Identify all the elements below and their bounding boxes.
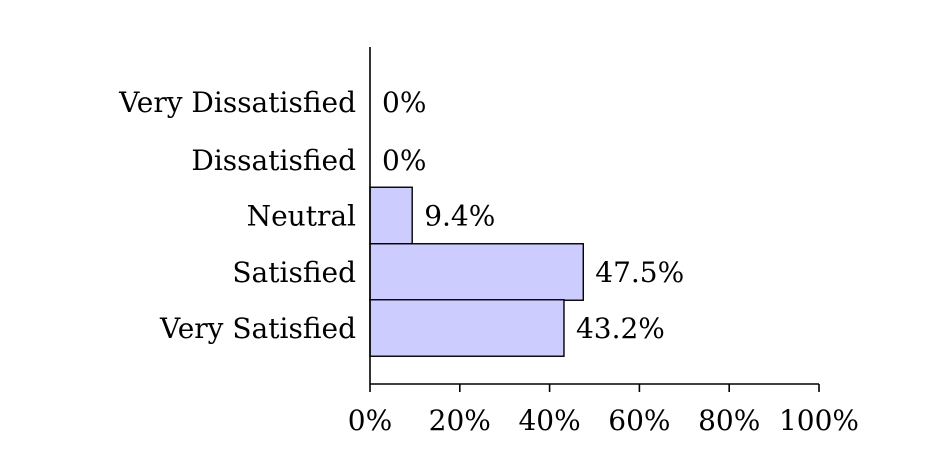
- category-label-3: Satisfied: [232, 256, 356, 289]
- value-label-3: 47.5%: [595, 256, 684, 289]
- bars-group: [369, 186, 584, 357]
- value-label-1: 0%: [382, 144, 426, 177]
- value-label-2: 9.4%: [424, 200, 495, 233]
- x-tick-label-3: 60%: [608, 404, 670, 437]
- x-tick-label-5: 100%: [779, 404, 859, 437]
- x-tick-label-2: 40%: [518, 404, 580, 437]
- bar-4: [369, 299, 565, 357]
- x-tick-label-0: 0%: [348, 404, 392, 437]
- value-labels-group: 0% 0% 9.4% 47.5% 43.2%: [382, 86, 684, 345]
- category-label-1: Dissatisfied: [191, 144, 356, 177]
- category-label-0: Very Dissatisfied: [118, 86, 356, 119]
- category-label-2: Neutral: [247, 200, 356, 233]
- value-label-4: 43.2%: [576, 312, 665, 345]
- category-labels-group: Very Dissatisfied Dissatisfied Neutral Sati…: [118, 86, 356, 345]
- bar-2: [369, 186, 413, 245]
- x-tick-label-4: 80%: [698, 404, 760, 437]
- bar-3: [369, 243, 584, 301]
- value-label-0: 0%: [382, 86, 426, 119]
- x-tick-label-1: 20%: [429, 404, 491, 437]
- x-ticks-group: 0% 20% 40% 60% 80% 100%: [348, 384, 859, 437]
- category-label-4: Very Satisfied: [159, 312, 356, 345]
